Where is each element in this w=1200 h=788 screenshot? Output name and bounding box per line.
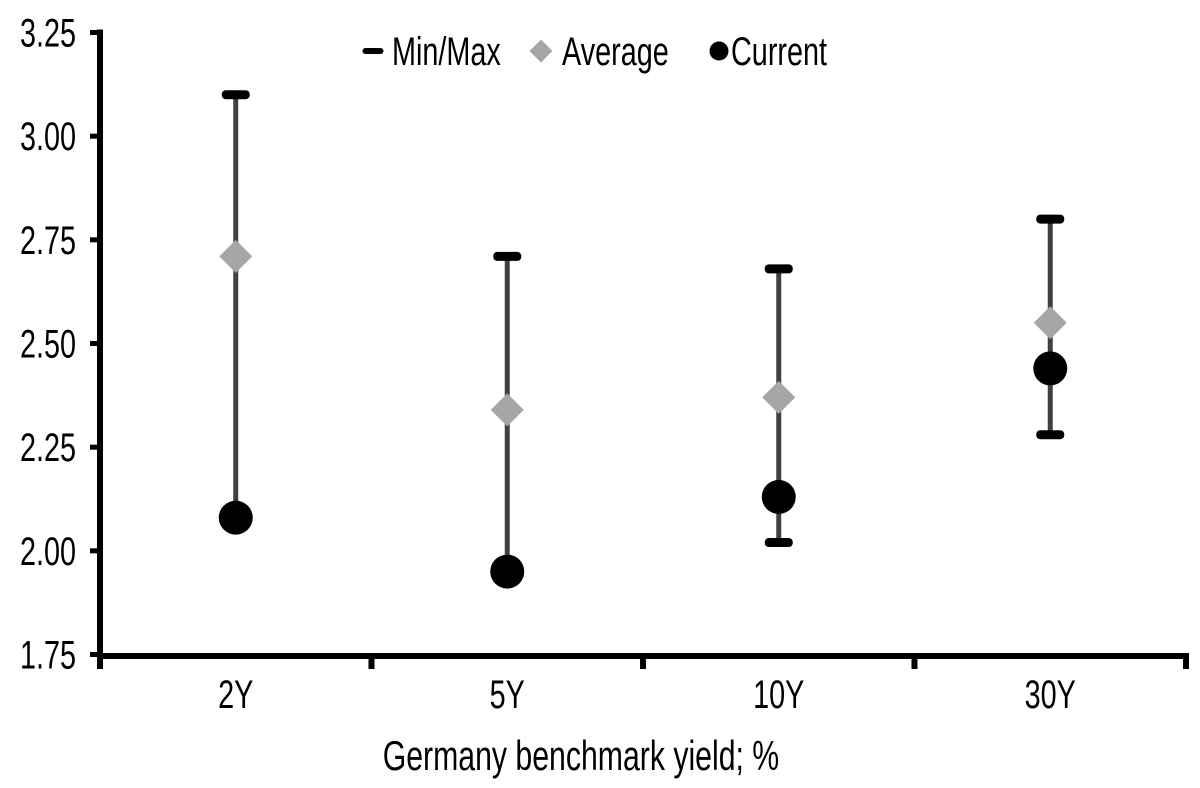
y-tick-label-3.00: 3.00 — [20, 115, 76, 160]
legend-average-label: Average — [562, 29, 669, 74]
max-cap-2Y — [221, 90, 250, 100]
average-marker-2Y — [219, 239, 253, 273]
average-marker-30Y — [1033, 306, 1067, 340]
average-marker-5Y — [490, 393, 524, 427]
min-cap-10Y — [764, 538, 793, 548]
x-category-label-5Y: 5Y — [490, 672, 525, 717]
plot-area: 3.25 3.00 2.75 2.50 2.25 2.00 1.75 2Y 5Y 10Y 30Y — [20, 11, 1189, 717]
x-category-label-10Y: 10Y — [753, 672, 804, 717]
legend-minmax-label: Min/Max — [392, 29, 501, 74]
chart-legend: Min/Max Average Current — [362, 29, 827, 74]
legend-average-diamond-icon — [529, 39, 553, 63]
min-cap-30Y — [1036, 430, 1065, 440]
current-marker-2Y — [218, 500, 253, 535]
y-tick-label-2.25: 2.25 — [20, 426, 76, 471]
y-tick-label-2.50: 2.50 — [20, 322, 76, 367]
max-cap-30Y — [1036, 214, 1065, 224]
y-tick-label-2.75: 2.75 — [20, 218, 76, 263]
current-marker-10Y — [761, 479, 796, 514]
x-category-label-2Y: 2Y — [218, 672, 253, 717]
x-axis-title: Germany benchmark yield; % — [383, 732, 779, 779]
max-cap-5Y — [493, 251, 522, 261]
y-tick-label-2.00: 2.00 — [20, 529, 76, 574]
current-marker-5Y — [490, 554, 525, 589]
legend-current-circle-icon — [709, 41, 729, 61]
y-tick-label-1.75: 1.75 — [20, 633, 76, 678]
y-tick-label-3.25: 3.25 — [20, 11, 76, 56]
max-cap-10Y — [764, 264, 793, 274]
x-category-label-30Y: 30Y — [1025, 672, 1076, 717]
current-marker-30Y — [1033, 351, 1068, 386]
legend-minmax-dash-icon — [362, 48, 384, 54]
legend-current-label: Current — [731, 29, 827, 74]
average-marker-10Y — [762, 380, 796, 414]
